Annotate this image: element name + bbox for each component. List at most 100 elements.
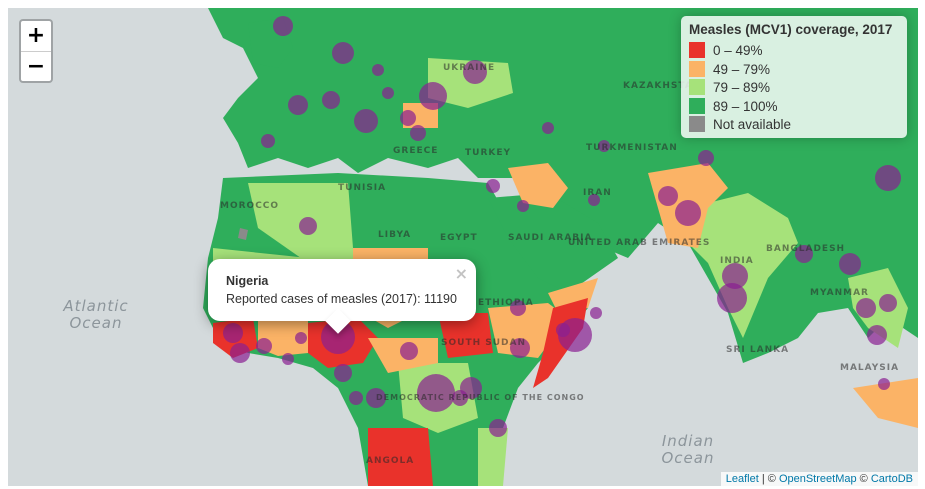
legend-item: Not available xyxy=(689,116,899,135)
osm-link[interactable]: OpenStreetMap xyxy=(778,473,857,485)
legend-swatch xyxy=(689,116,705,132)
country-label: TURKMENISTAN xyxy=(586,143,678,153)
case-bubble[interactable] xyxy=(354,109,378,133)
popup-cases-text: Reported cases of measles (2017): 11190 xyxy=(226,291,457,306)
case-bubble[interactable] xyxy=(590,307,602,319)
legend-swatch xyxy=(689,97,705,114)
case-bubble[interactable] xyxy=(722,263,748,289)
case-bubble[interactable] xyxy=(878,378,890,390)
country-label: GREECE xyxy=(393,146,439,156)
case-bubble[interactable] xyxy=(321,320,355,354)
zoom-control: + − xyxy=(19,19,53,83)
seasia-region xyxy=(848,268,908,348)
case-bubble[interactable] xyxy=(867,325,887,345)
case-bubble[interactable] xyxy=(489,419,507,437)
south-sudan-region xyxy=(438,313,493,358)
country-label: ETHIOPIA xyxy=(478,298,534,308)
attribution: Leaflet | © OpenStreetMap © CartoDB xyxy=(720,472,918,486)
country-label: IRAN xyxy=(583,188,612,198)
case-bubble[interactable] xyxy=(332,42,354,64)
case-bubble[interactable] xyxy=(366,388,386,408)
legend: Measles (MCV1) coverage, 2017 0 – 49% 49… xyxy=(681,16,907,138)
angola-region xyxy=(368,428,433,486)
country-label: MOROCCO xyxy=(220,201,280,211)
legend-item: 79 – 89% xyxy=(689,79,899,98)
case-bubble[interactable] xyxy=(417,374,455,412)
zoom-in-button[interactable]: + xyxy=(26,23,46,48)
country-label: TUNISIA xyxy=(338,183,387,193)
legend-item: 89 – 100% xyxy=(689,97,899,117)
case-bubble[interactable] xyxy=(256,338,272,354)
popup-close-button[interactable]: × xyxy=(454,264,468,283)
country-label: TURKEY xyxy=(465,148,512,158)
legend-label: 89 – 100% xyxy=(713,98,778,114)
case-bubble[interactable] xyxy=(460,377,482,399)
leaflet-link[interactable]: Leaflet xyxy=(725,473,759,485)
case-bubble[interactable] xyxy=(223,323,243,343)
case-bubble[interactable] xyxy=(372,64,384,76)
country-label: UNITED ARAB EMIRATES xyxy=(568,238,711,248)
indonesia-region xyxy=(853,378,918,428)
case-bubble[interactable] xyxy=(295,332,307,344)
country-label: ANGOLA xyxy=(366,456,415,466)
case-bubble[interactable] xyxy=(400,342,418,360)
case-bubble[interactable] xyxy=(839,253,861,275)
case-bubble[interactable] xyxy=(675,200,701,226)
case-bubble[interactable] xyxy=(322,91,340,109)
case-bubble[interactable] xyxy=(658,186,678,206)
map-container[interactable]: Atlantic Ocean Indian Ocean UKRAINE KAZA… xyxy=(8,8,918,486)
case-bubble[interactable] xyxy=(598,140,610,152)
case-bubble[interactable] xyxy=(463,60,487,84)
carto-link[interactable]: CartoDB xyxy=(870,473,913,485)
legend-swatch xyxy=(689,42,705,58)
country-label: DEMOCRATIC REPUBLIC OF THE CONGO xyxy=(376,393,585,402)
case-bubble[interactable] xyxy=(717,283,747,313)
legend-title: Measles (MCV1) coverage, 2017 xyxy=(689,22,893,37)
case-bubble[interactable] xyxy=(230,343,250,363)
case-bubble[interactable] xyxy=(795,245,813,263)
case-bubble[interactable] xyxy=(299,217,317,235)
country-label: UKRAINE xyxy=(443,63,496,73)
case-bubble[interactable] xyxy=(486,179,500,193)
country-label: EGYPT xyxy=(440,233,478,243)
case-bubble[interactable] xyxy=(856,298,876,318)
legend-label: 79 – 89% xyxy=(713,80,771,95)
case-bubble[interactable] xyxy=(282,353,294,365)
country-label: LIBYA xyxy=(378,230,412,240)
legend-swatch xyxy=(689,60,705,77)
case-bubble[interactable] xyxy=(288,95,308,115)
case-bubble[interactable] xyxy=(273,16,293,36)
bubble-layer xyxy=(223,16,901,437)
country-label: SRI LANKA xyxy=(726,345,790,355)
case-bubble[interactable] xyxy=(542,122,554,134)
case-bubble[interactable] xyxy=(349,391,363,405)
case-bubble[interactable] xyxy=(698,150,714,166)
legend-item: 0 – 49% xyxy=(689,42,899,61)
ocean-label-indian: Indian Ocean xyxy=(661,432,715,467)
country-label: INDIA xyxy=(720,256,754,266)
case-bubble[interactable] xyxy=(419,82,447,110)
iraq-region xyxy=(508,163,568,208)
legend-swatch xyxy=(689,79,705,95)
country-label: MYANMAR xyxy=(810,288,869,298)
case-bubble[interactable] xyxy=(261,134,275,148)
case-bubble[interactable] xyxy=(510,300,526,316)
case-bubble[interactable] xyxy=(510,338,530,358)
case-bubble[interactable] xyxy=(875,165,901,191)
case-bubble[interactable] xyxy=(556,323,570,337)
legend-label: Not available xyxy=(713,117,792,132)
legend-item: 49 – 79% xyxy=(689,60,899,80)
case-bubble[interactable] xyxy=(517,200,529,212)
case-bubble[interactable] xyxy=(588,194,600,206)
case-bubble[interactable] xyxy=(334,364,352,382)
mozambique-region xyxy=(478,428,508,486)
case-bubble[interactable] xyxy=(879,294,897,312)
ocean-label-atlantic: Atlantic Ocean xyxy=(63,297,129,332)
legend-label: 0 – 49% xyxy=(713,43,763,58)
zoom-out-button[interactable]: − xyxy=(21,51,51,81)
case-bubble[interactable] xyxy=(400,110,416,126)
popup-country-name: Nigeria xyxy=(226,274,269,288)
case-bubble[interactable] xyxy=(410,125,426,141)
legend-label: 49 – 79% xyxy=(713,61,771,77)
case-bubble[interactable] xyxy=(382,87,394,99)
